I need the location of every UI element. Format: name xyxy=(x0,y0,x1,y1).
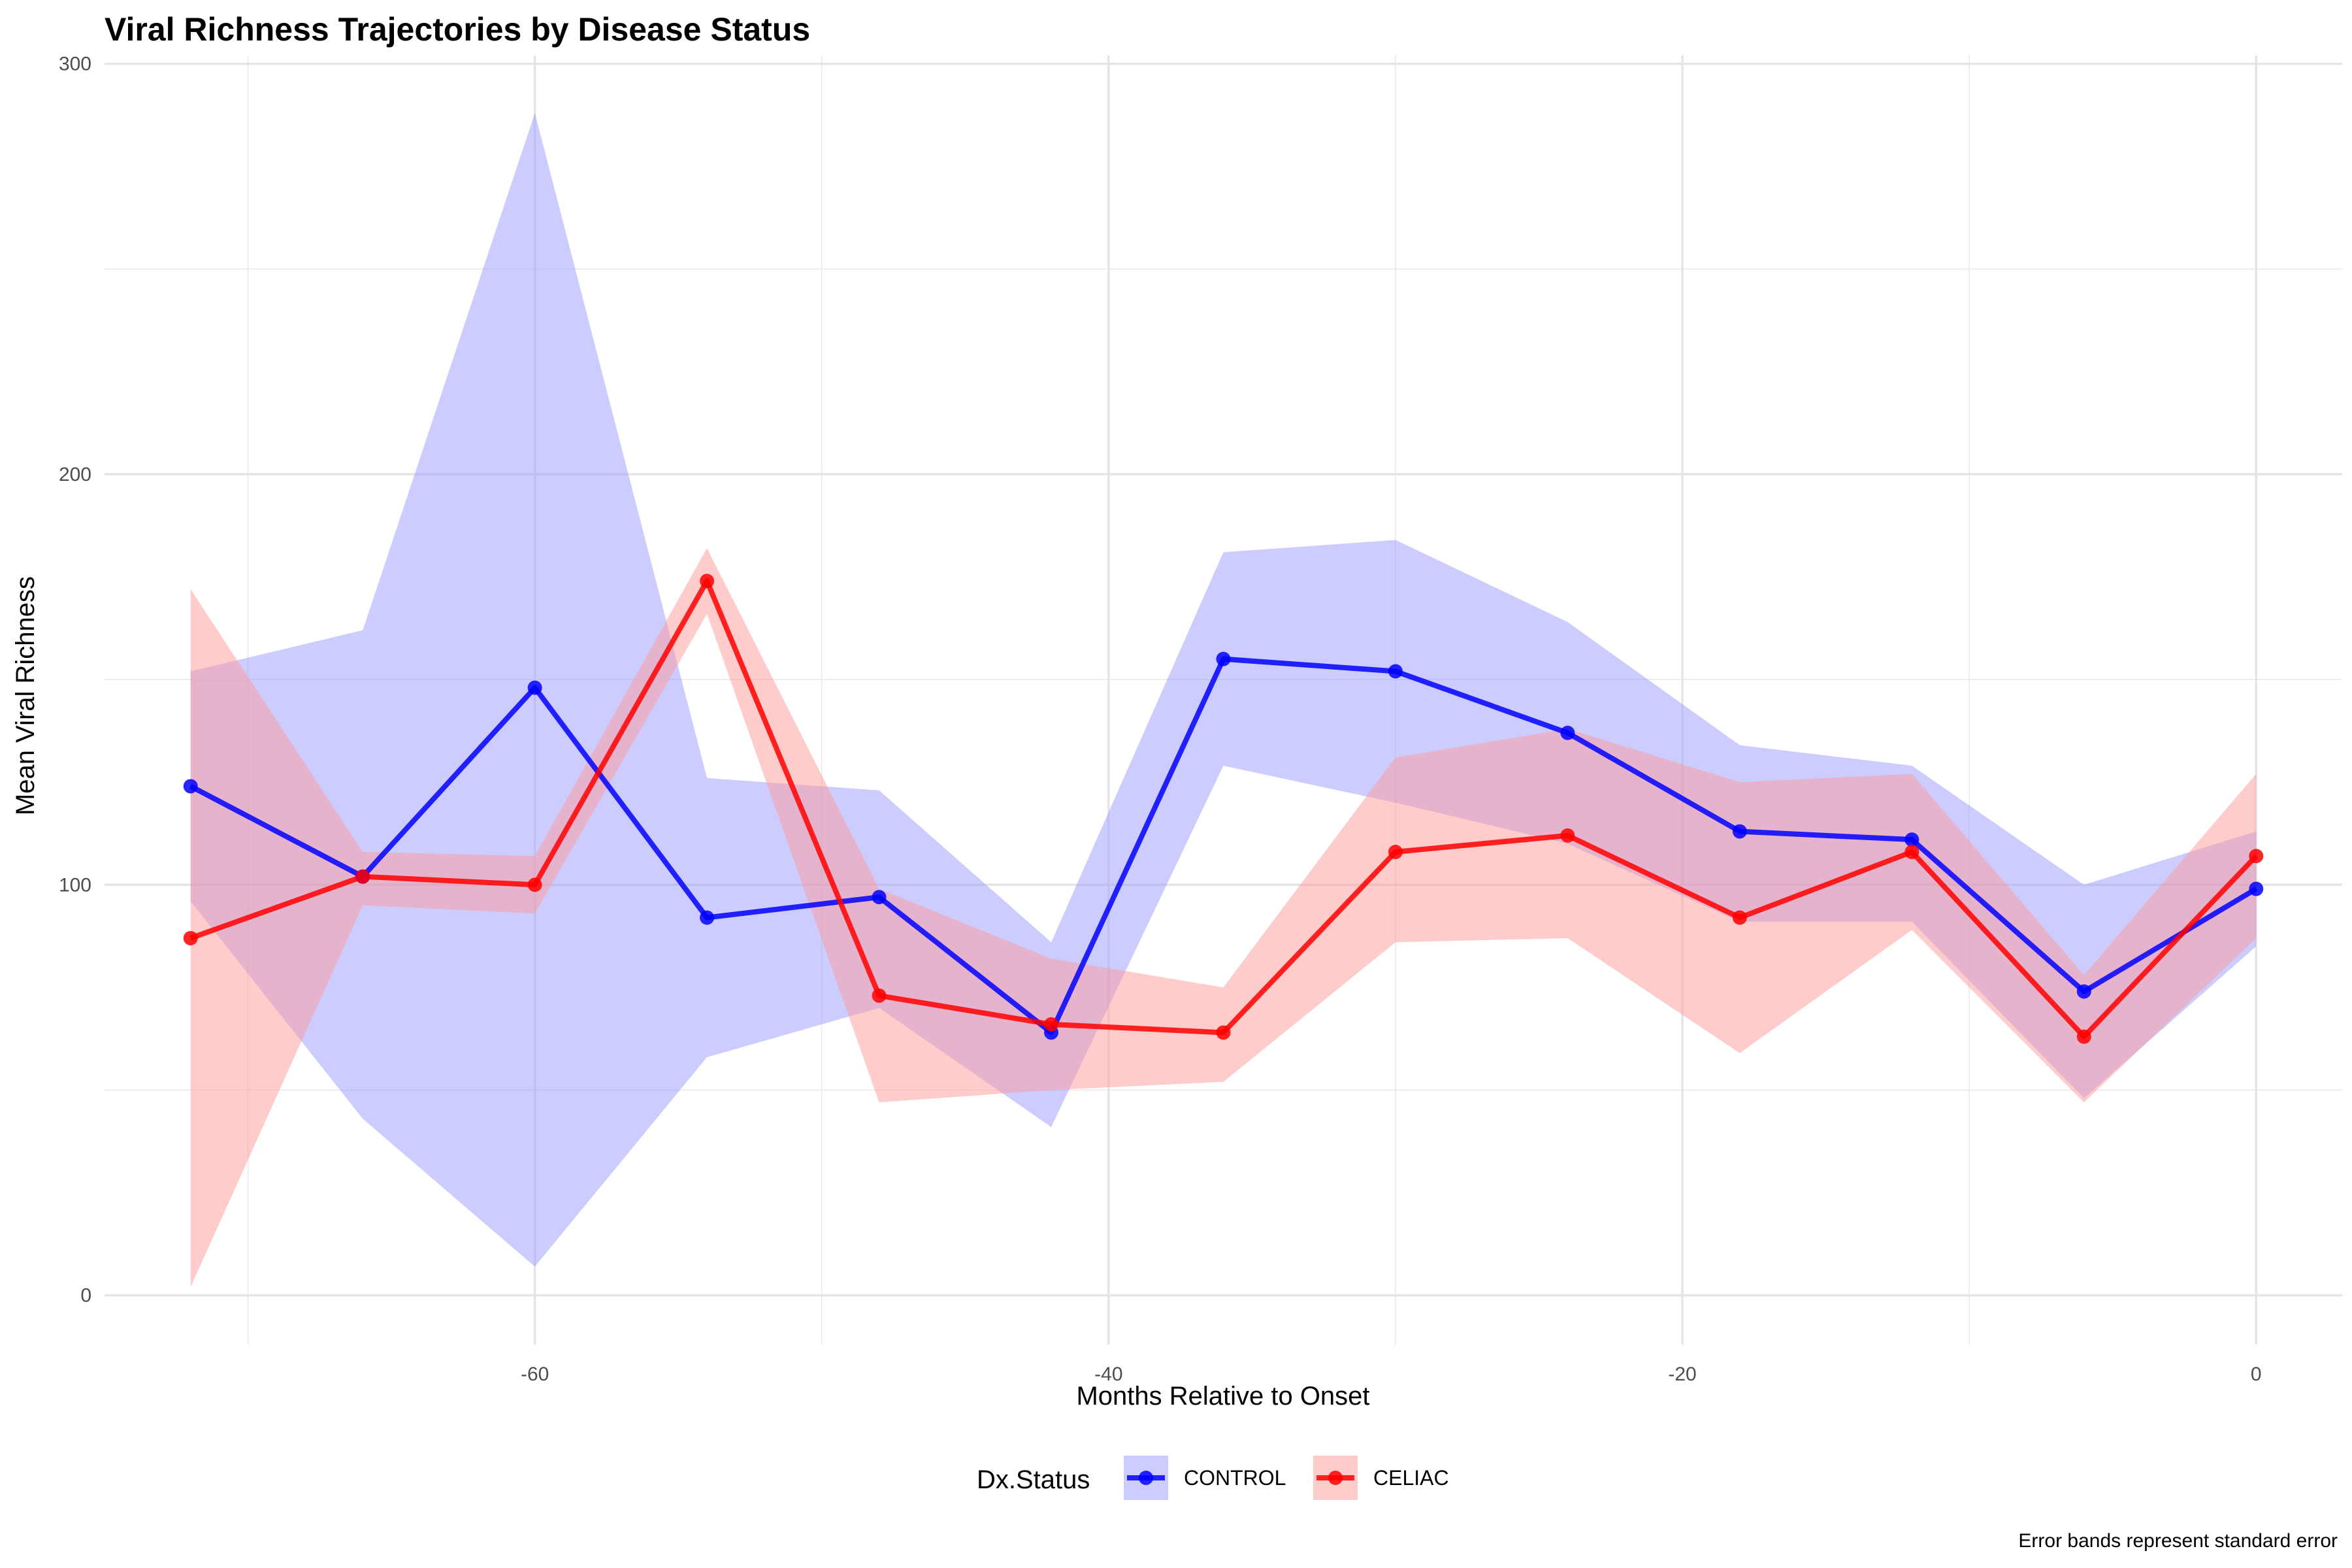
y-tick-label: 300 xyxy=(59,54,91,75)
chart-title: Viral Richness Trajectories by Disease S… xyxy=(105,11,810,48)
control-point xyxy=(527,680,542,695)
celiac-point xyxy=(1732,910,1747,925)
chart-caption: Error bands represent standard error xyxy=(2018,1530,2338,1552)
control-point xyxy=(2076,984,2091,999)
celiac-point xyxy=(1216,1025,1231,1040)
control-point xyxy=(183,779,198,794)
error-bands xyxy=(190,112,2257,1288)
y-tick-label: 0 xyxy=(80,1285,91,1307)
control-point xyxy=(1732,824,1747,839)
x-tick-label: -60 xyxy=(521,1364,549,1385)
celiac-point xyxy=(2249,849,2264,864)
x-tick-label: -20 xyxy=(1668,1364,1696,1385)
control-point xyxy=(1216,651,1231,666)
celiac-point xyxy=(700,574,715,589)
control-legend-label: CONTROL xyxy=(1184,1466,1286,1490)
control-point xyxy=(1388,664,1403,679)
celiac-point xyxy=(1388,844,1403,859)
celiac-error-band xyxy=(190,548,2257,1288)
celiac-point xyxy=(1904,844,1919,859)
celiac-point xyxy=(355,869,370,884)
control-legend-point xyxy=(1139,1471,1153,1485)
control-point xyxy=(1904,832,1919,847)
celiac-point xyxy=(527,877,542,892)
y-tick-labels: 0 100 200 300 xyxy=(59,54,91,1307)
celiac-point xyxy=(2076,1029,2091,1044)
legend-title: Dx.Status xyxy=(977,1465,1090,1494)
celiac-point xyxy=(1044,1017,1059,1032)
celiac-legend-label: CELIAC xyxy=(1373,1466,1449,1490)
control-point xyxy=(1560,725,1575,740)
y-tick-label: 100 xyxy=(59,874,91,896)
y-tick-label: 200 xyxy=(59,464,91,485)
control-point xyxy=(2249,881,2264,896)
x-tick-labels: -60 -40 -20 0 xyxy=(521,1364,2262,1385)
series-points xyxy=(183,574,2264,1044)
control-point xyxy=(872,890,887,905)
x-axis-label: Months Relative to Onset xyxy=(1076,1382,1369,1411)
control-error-band xyxy=(190,112,2257,1267)
y-axis-label: Mean Viral Richness xyxy=(11,576,40,815)
celiac-point xyxy=(872,988,887,1003)
x-tick-label: -40 xyxy=(1094,1364,1122,1385)
control-point xyxy=(700,910,715,925)
legend: Dx.Status CONTROL CELIAC xyxy=(977,1456,1449,1500)
celiac-point xyxy=(183,930,198,945)
celiac-point xyxy=(1560,828,1575,843)
x-tick-label: 0 xyxy=(2251,1364,2262,1385)
celiac-legend-point xyxy=(1328,1471,1343,1485)
